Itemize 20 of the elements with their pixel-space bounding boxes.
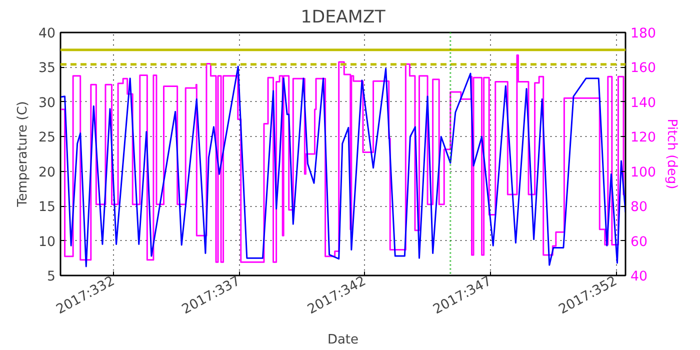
y2-axis-title: Pitch (deg): [664, 118, 679, 190]
x-axis-title: Date: [327, 332, 359, 348]
y-tick-label: 10: [38, 234, 56, 250]
y-tick-label: 5: [47, 270, 56, 284]
y2-tick-label: 180: [630, 26, 656, 42]
chart-title: 1DEAMZT: [300, 8, 386, 28]
y-tick-label: 35: [38, 61, 56, 76]
y2-tick-label: 100: [630, 165, 656, 180]
y2-tick-label: 160: [630, 61, 656, 76]
y-tick-label: 20: [38, 165, 56, 180]
y-tick-label: 30: [38, 96, 56, 111]
y2-tick-label: 120: [630, 130, 656, 146]
y2-tick-label: 80: [630, 200, 648, 216]
y-tick-label: 25: [38, 130, 56, 146]
y2-tick-label: 140: [630, 96, 656, 111]
y2-tick-label: 40: [630, 270, 648, 284]
y2-tick-label: 60: [630, 234, 648, 250]
y-tick-label: 40: [38, 26, 56, 42]
y-tick-label: 15: [38, 200, 56, 216]
y-axis-title: Temperature (C): [16, 101, 31, 208]
